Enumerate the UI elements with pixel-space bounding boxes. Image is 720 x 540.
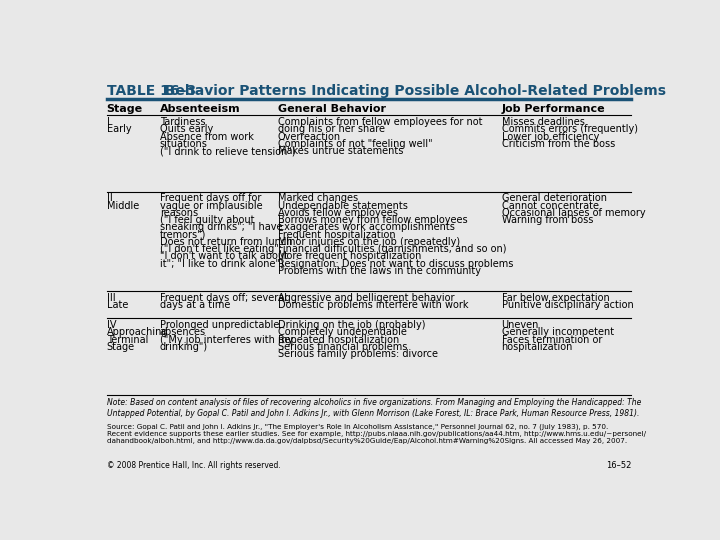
Text: tremors"): tremors") <box>160 230 206 240</box>
Text: Tardiness: Tardiness <box>160 117 205 127</box>
Text: Resignation: Does not want to discuss problems: Resignation: Does not want to discuss pr… <box>278 259 513 269</box>
Text: III: III <box>107 293 115 303</box>
Text: Lower job efficiency: Lower job efficiency <box>502 132 599 141</box>
Text: Middle: Middle <box>107 200 139 211</box>
Text: IV: IV <box>107 320 116 330</box>
Text: Frequent hospitalization: Frequent hospitalization <box>278 230 395 240</box>
Text: Makes untrue statements: Makes untrue statements <box>278 146 403 156</box>
Text: ("My job interferes with my: ("My job interferes with my <box>160 335 293 345</box>
Text: Absence from work: Absence from work <box>160 132 253 141</box>
Text: ("I don't feel like eating";: ("I don't feel like eating"; <box>160 244 282 254</box>
Text: Financial difficulties (garnishments, and so on): Financial difficulties (garnishments, an… <box>278 244 506 254</box>
Text: Behavior Patterns Indicating Possible Alcohol-Related Problems: Behavior Patterns Indicating Possible Al… <box>156 84 666 98</box>
Text: Source: Gopal C. Patil and John I. Adkins Jr., "The Employer's Role In Alcoholis: Source: Gopal C. Patil and John I. Adkin… <box>107 423 646 444</box>
Text: Marked changes: Marked changes <box>278 193 358 203</box>
Text: Occasional lapses of memory: Occasional lapses of memory <box>502 208 645 218</box>
Text: ("I feel guilty about: ("I feel guilty about <box>160 215 254 225</box>
Text: Avoids fellow employees: Avoids fellow employees <box>278 208 397 218</box>
Text: Generally incompetent: Generally incompetent <box>502 327 613 338</box>
Text: Borrows money from fellow employees: Borrows money from fellow employees <box>278 215 467 225</box>
Text: doing his or her share: doing his or her share <box>278 124 384 134</box>
Text: Serious financial problems: Serious financial problems <box>278 342 407 352</box>
Text: Frequent days off; several: Frequent days off; several <box>160 293 287 303</box>
Text: Warning from boss: Warning from boss <box>502 215 593 225</box>
Text: Problems with the laws in the community: Problems with the laws in the community <box>278 266 481 276</box>
Text: Misses deadlines: Misses deadlines <box>502 117 585 127</box>
Text: Early: Early <box>107 124 131 134</box>
Text: Frequent days off for: Frequent days off for <box>160 193 261 203</box>
Text: © 2008 Prentice Hall, Inc. All rights reserved.: © 2008 Prentice Hall, Inc. All rights re… <box>107 461 281 470</box>
Text: TABLE 16–3: TABLE 16–3 <box>107 84 196 98</box>
Text: Complaints from fellow employees for not: Complaints from fellow employees for not <box>278 117 482 127</box>
Text: Repeated hospitalization: Repeated hospitalization <box>278 335 399 345</box>
Text: it"; "I like to drink alone"): it"; "I like to drink alone") <box>160 259 284 269</box>
Text: II: II <box>107 193 112 203</box>
Text: 16–52: 16–52 <box>606 461 631 470</box>
Text: Domestic problems interfere with work: Domestic problems interfere with work <box>278 300 468 310</box>
Text: Terminal: Terminal <box>107 335 148 345</box>
Text: Late: Late <box>107 300 128 310</box>
Text: Overreaction: Overreaction <box>278 132 341 141</box>
Text: Prolonged unpredictable: Prolonged unpredictable <box>160 320 279 330</box>
Text: Stage: Stage <box>107 104 143 114</box>
Text: vague or implausible: vague or implausible <box>160 200 262 211</box>
Text: Job Performance: Job Performance <box>502 104 606 114</box>
Text: Complaints of not "feeling well": Complaints of not "feeling well" <box>278 139 432 149</box>
Text: General Behavior: General Behavior <box>278 104 386 114</box>
Text: absences: absences <box>160 327 206 338</box>
Text: Approaching: Approaching <box>107 327 168 338</box>
Text: Serious family problems: divorce: Serious family problems: divorce <box>278 349 438 359</box>
Text: Criticism from the boss: Criticism from the boss <box>502 139 615 149</box>
Text: Punitive disciplinary action: Punitive disciplinary action <box>502 300 634 310</box>
Text: Drinking on the job (probably): Drinking on the job (probably) <box>278 320 425 330</box>
Text: reasons: reasons <box>160 208 198 218</box>
Text: days at a time: days at a time <box>160 300 230 310</box>
Text: Undependable statements: Undependable statements <box>278 200 408 211</box>
Text: situations: situations <box>160 139 207 149</box>
Text: Far below expectation: Far below expectation <box>502 293 609 303</box>
Text: Absenteeism: Absenteeism <box>160 104 240 114</box>
Text: Does not return from lunch: Does not return from lunch <box>160 237 292 247</box>
Text: General deterioration: General deterioration <box>502 193 607 203</box>
Text: Stage: Stage <box>107 342 135 352</box>
Text: I: I <box>107 117 109 127</box>
Text: "I don't want to talk about: "I don't want to talk about <box>160 252 288 261</box>
Text: Commits errors (frequently): Commits errors (frequently) <box>502 124 638 134</box>
Text: More frequent hospitalization: More frequent hospitalization <box>278 252 421 261</box>
Text: Minor injuries on the job (repeatedly): Minor injuries on the job (repeatedly) <box>278 237 460 247</box>
Text: Cannot concentrate: Cannot concentrate <box>502 200 598 211</box>
Text: Exaggerates work accomplishments: Exaggerates work accomplishments <box>278 222 454 232</box>
Text: Note: Based on content analysis of files of recovering alcoholics in five organi: Note: Based on content analysis of files… <box>107 399 641 417</box>
Text: Uneven: Uneven <box>502 320 539 330</box>
Text: ("I drink to relieve tension"): ("I drink to relieve tension") <box>160 146 295 156</box>
Text: drinking"): drinking") <box>160 342 208 352</box>
Text: Completely undependable: Completely undependable <box>278 327 407 338</box>
Text: Faces termination or: Faces termination or <box>502 335 602 345</box>
Text: hospitalization: hospitalization <box>502 342 573 352</box>
Text: Aggressive and belligerent behavior: Aggressive and belligerent behavior <box>278 293 454 303</box>
Text: Quits early: Quits early <box>160 124 213 134</box>
Text: sneaking drinks"; "I have: sneaking drinks"; "I have <box>160 222 282 232</box>
